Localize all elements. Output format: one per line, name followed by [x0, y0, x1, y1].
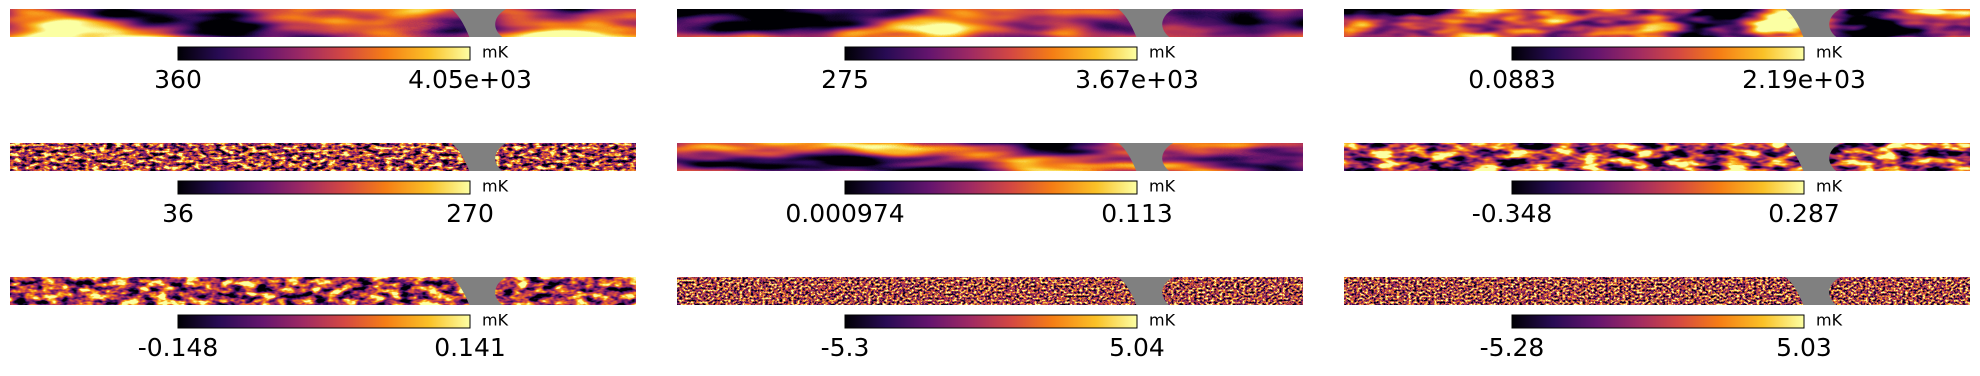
panel: mK -0.148 0.141	[10, 277, 636, 362]
colorbar-max: 5.03	[1776, 333, 1832, 362]
sky-map	[10, 277, 636, 305]
masked-region	[451, 9, 507, 37]
colorbar-max: 4.05e+03	[408, 65, 532, 94]
colorbar-min: 36	[162, 199, 194, 228]
panel: mK -0.348 0.287	[1344, 143, 1970, 228]
colorbar-unit: mK	[482, 43, 509, 62]
colorbar-unit: mK	[1816, 177, 1843, 196]
colorbar-unit: mK	[1816, 43, 1843, 62]
masked-region	[1785, 277, 1841, 305]
colorbar-min: -0.148	[138, 333, 219, 362]
colorbar-unit: mK	[482, 177, 509, 196]
colorbar-unit: mK	[1149, 311, 1176, 330]
sky-map	[1344, 143, 1970, 171]
masked-region	[1118, 9, 1174, 37]
colorbar-unit: mK	[1816, 311, 1843, 330]
colorbar	[844, 314, 1138, 329]
panel: mK 0.000974 0.113	[677, 143, 1303, 228]
sky-map	[1344, 9, 1970, 37]
masked-region	[451, 277, 507, 305]
colorbar-unit: mK	[482, 311, 509, 330]
panel: mK 36 270	[10, 143, 636, 228]
sky-map	[10, 143, 636, 171]
colorbar	[844, 180, 1138, 195]
colorbar-max: 3.67e+03	[1075, 65, 1199, 94]
sky-map	[1344, 277, 1970, 305]
masked-region	[1785, 9, 1841, 37]
colorbar-min: -0.348	[1472, 199, 1553, 228]
masked-region	[451, 143, 507, 171]
colorbar-max: 5.04	[1109, 333, 1165, 362]
masked-region	[1118, 277, 1174, 305]
colorbar-max: 270	[446, 199, 494, 228]
colorbar-unit: mK	[1149, 177, 1176, 196]
sky-map	[677, 9, 1303, 37]
colorbar	[844, 46, 1138, 61]
colorbar-unit: mK	[1149, 43, 1176, 62]
sky-map	[677, 143, 1303, 171]
masked-region	[1785, 143, 1841, 171]
sky-map	[10, 9, 636, 37]
colorbar	[1511, 180, 1805, 195]
colorbar-min: -5.3	[821, 333, 870, 362]
panel: mK 0.0883 2.19e+03	[1344, 9, 1970, 94]
colorbar	[177, 46, 471, 61]
panel: mK -5.28 5.03	[1344, 277, 1970, 362]
panel: mK 360 4.05e+03	[10, 9, 636, 94]
colorbar	[1511, 314, 1805, 329]
colorbar	[177, 180, 471, 195]
colorbar-min: -5.28	[1480, 333, 1545, 362]
sky-map	[677, 277, 1303, 305]
colorbar	[177, 314, 471, 329]
colorbar-max: 0.141	[434, 333, 506, 362]
masked-region	[1118, 143, 1174, 171]
colorbar	[1511, 46, 1805, 61]
colorbar-max: 2.19e+03	[1742, 65, 1866, 94]
colorbar-max: 0.113	[1101, 199, 1173, 228]
colorbar-max: 0.287	[1768, 199, 1840, 228]
panel: mK -5.3 5.04	[677, 277, 1303, 362]
colorbar-min: 0.0883	[1468, 65, 1555, 94]
panel: mK 275 3.67e+03	[677, 9, 1303, 94]
colorbar-min: 360	[154, 65, 202, 94]
colorbar-min: 0.000974	[785, 199, 904, 228]
colorbar-min: 275	[821, 65, 869, 94]
